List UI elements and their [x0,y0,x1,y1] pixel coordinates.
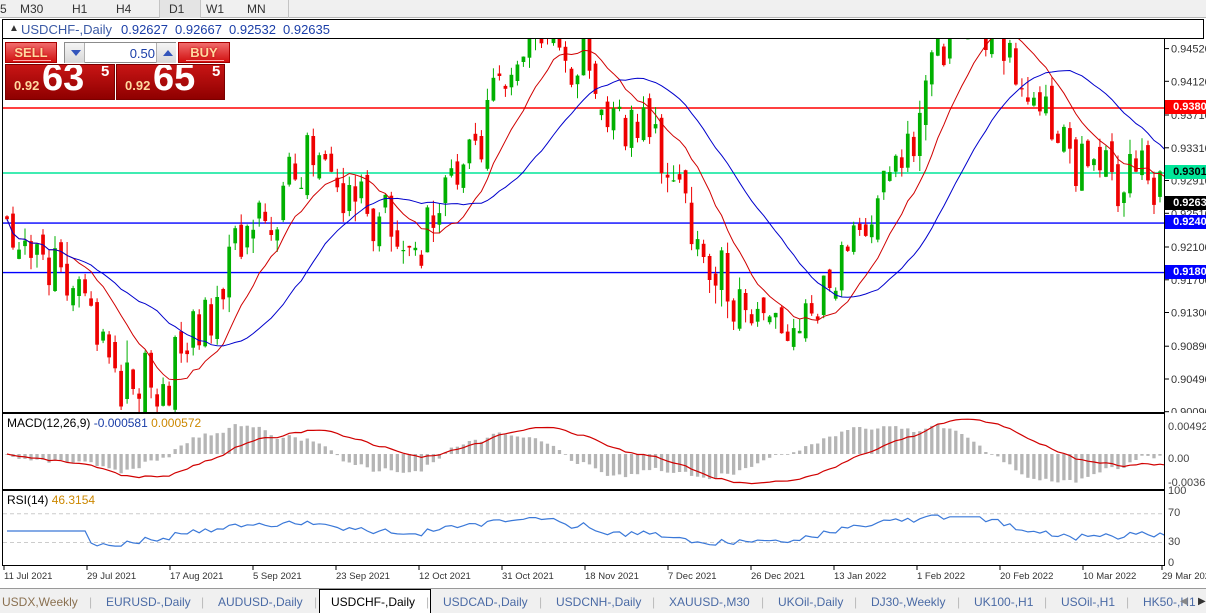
svg-text:0.94120: 0.94120 [1171,76,1206,88]
svg-text:0.90890: 0.90890 [1171,341,1206,353]
svg-text:0.94520: 0.94520 [1171,44,1206,56]
svg-text:0.93310: 0.93310 [1171,143,1206,155]
svg-text:0.92100: 0.92100 [1171,242,1206,254]
svg-text:0.90090: 0.90090 [1171,407,1206,413]
svg-text:0.90490: 0.90490 [1171,374,1206,386]
svg-text:0.91300: 0.91300 [1171,308,1206,320]
